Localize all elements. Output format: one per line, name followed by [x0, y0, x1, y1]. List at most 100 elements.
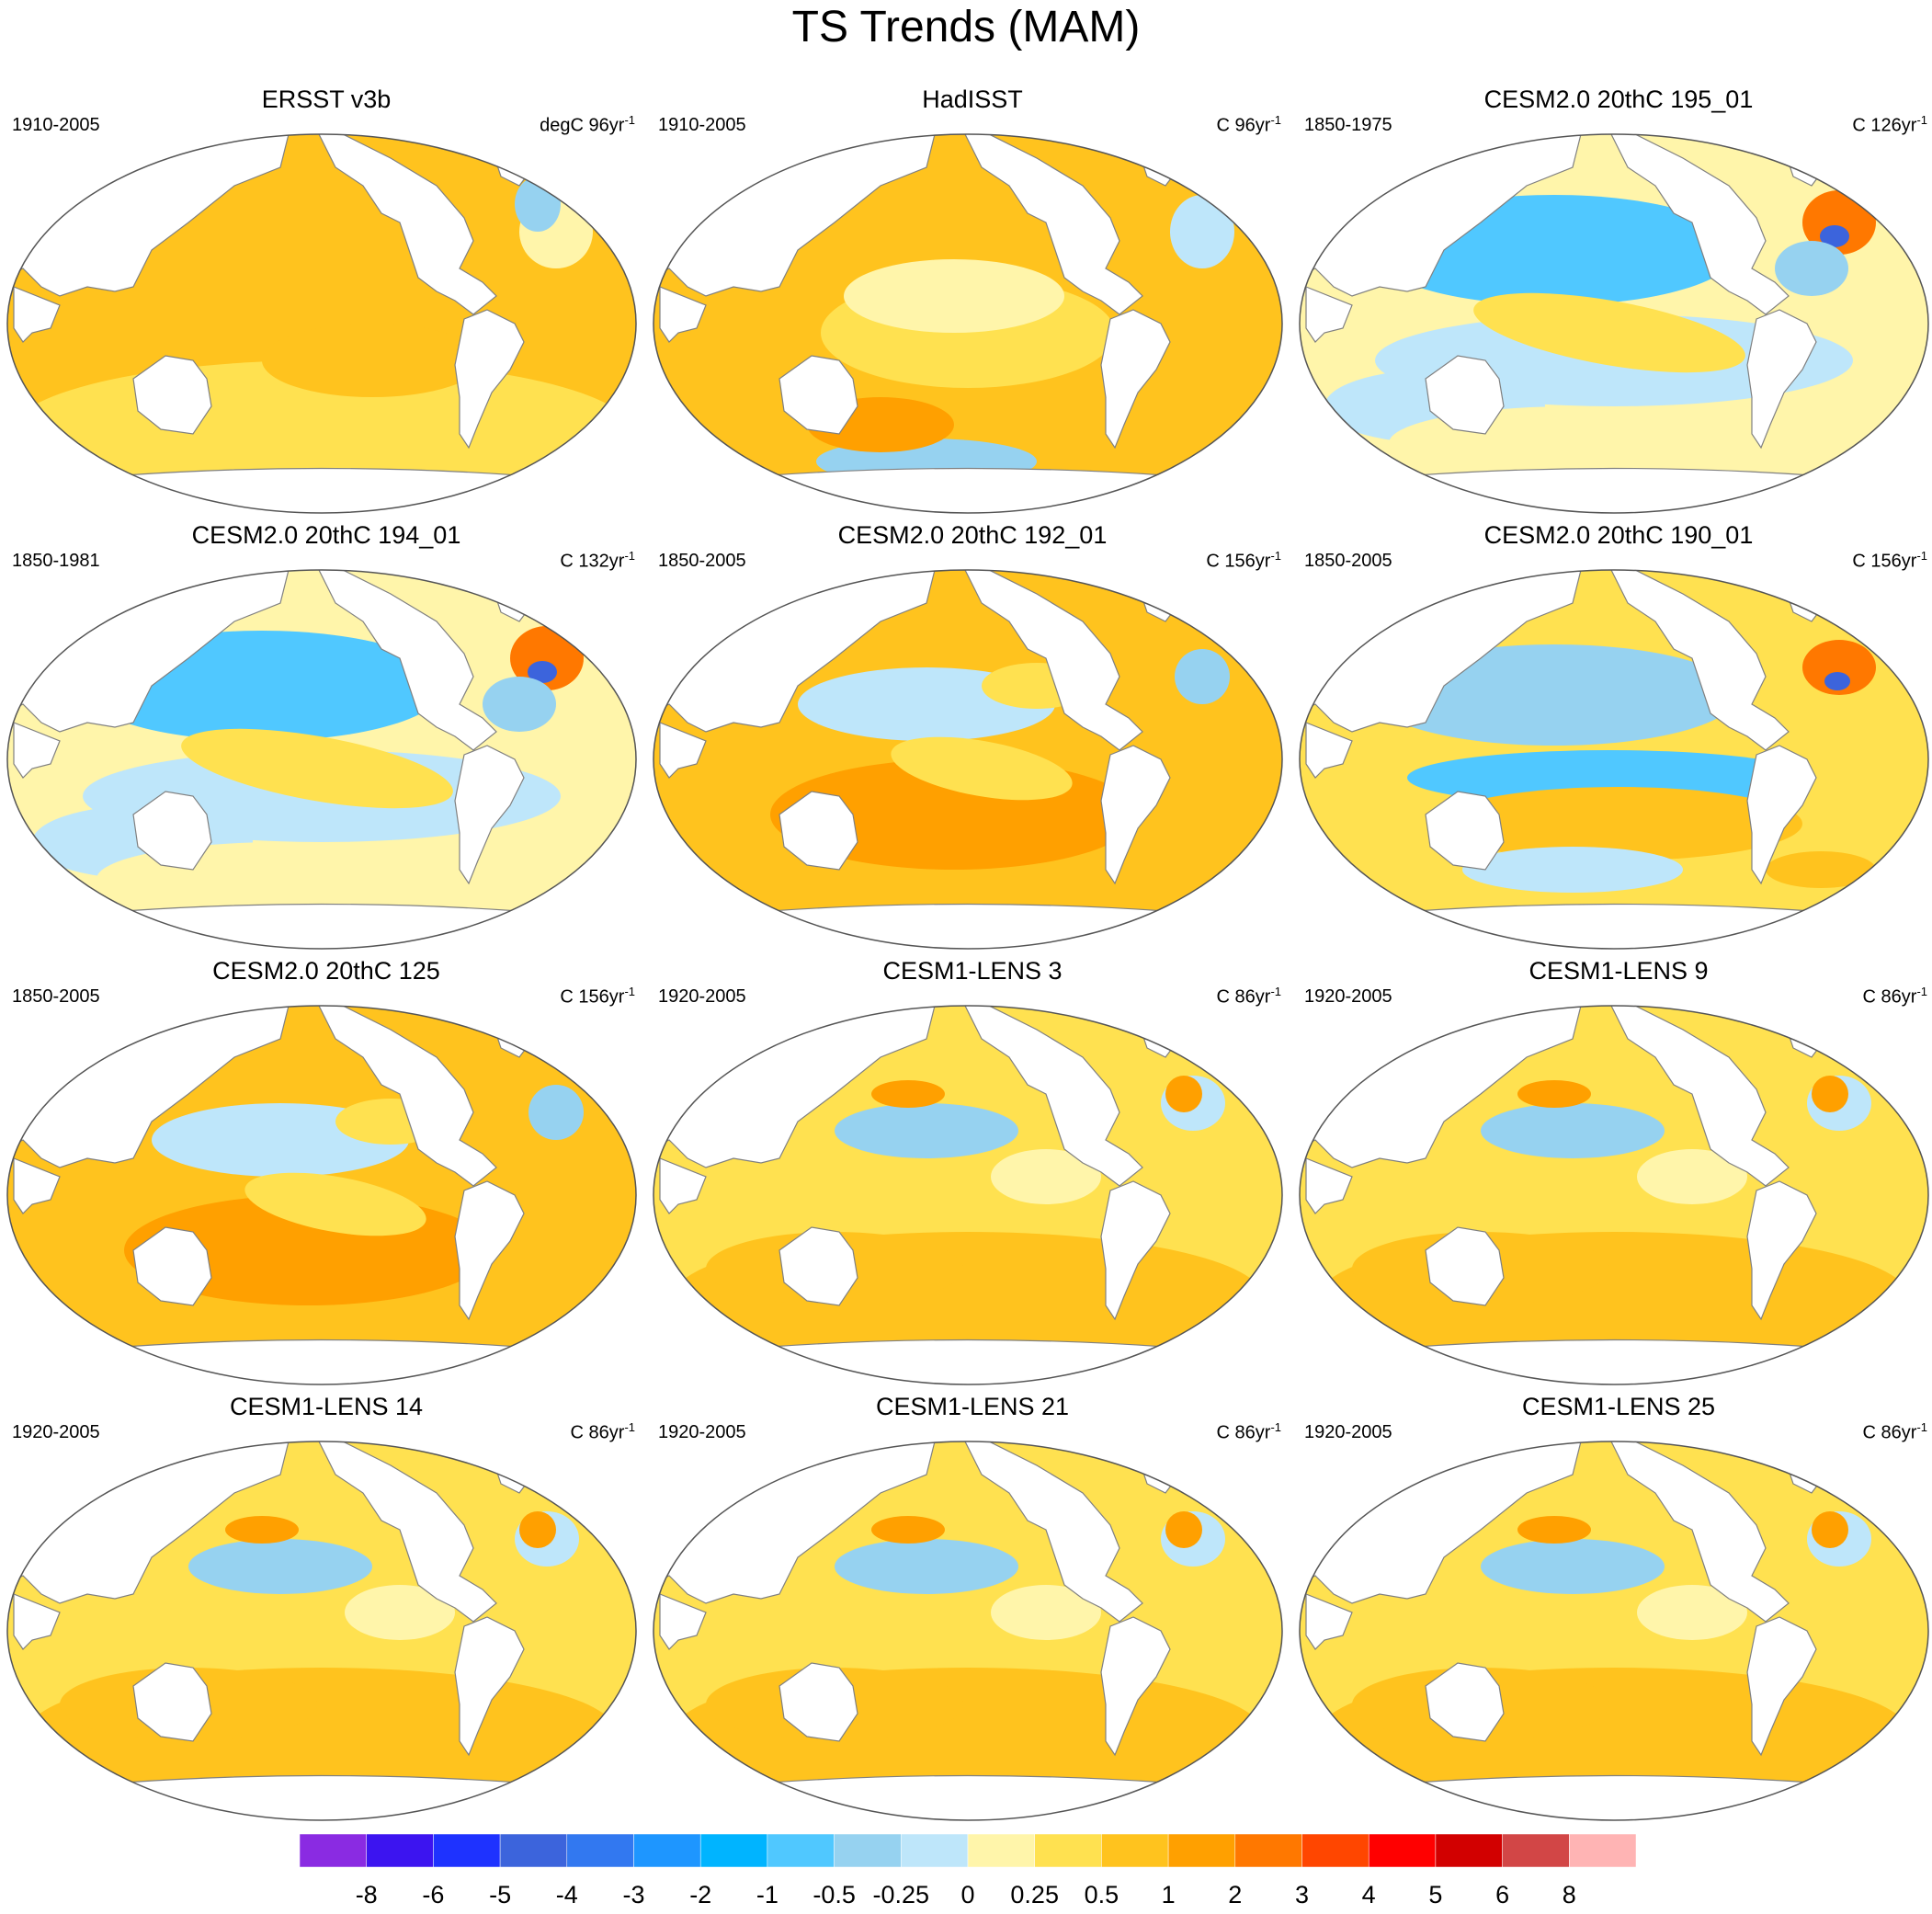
panel-period: 1920-2005 [658, 986, 746, 1007]
map-svg [6, 1005, 637, 1385]
panel-title: CESM1-LENS 25 [1521, 1393, 1716, 1420]
colorbar-label: -3 [622, 1881, 644, 1908]
map-field [1300, 134, 1928, 513]
map-panel: CESM2.0 20thC 190_01 1850-2005 C 156yr-1 [1297, 520, 1932, 952]
colorbar-swatch [1301, 1833, 1369, 1868]
panel-period: 1920-2005 [1304, 1422, 1392, 1442]
panel-units: C 156yr-1 [560, 985, 635, 1008]
map-panel: CESM1-LENS 3 1920-2005 C 86yr-1 [651, 956, 1294, 1388]
map-svg [6, 133, 637, 514]
panel-period: 1910-2005 [12, 115, 100, 135]
panel-period: 1850-1975 [1304, 115, 1392, 135]
panel-units: C 96yr-1 [1216, 113, 1281, 136]
panel-units: degC 96yr-1 [540, 113, 635, 136]
map-field [653, 570, 1282, 949]
colorbar-swatch [366, 1833, 434, 1868]
colorbar-label: -0.5 [813, 1881, 856, 1908]
map-field [653, 1006, 1282, 1384]
colorbar-swatch [767, 1833, 835, 1868]
colorbar-label: -4 [556, 1881, 578, 1908]
panel-units: C 86yr-1 [570, 1420, 635, 1443]
colorbar-label: 5 [1428, 1881, 1442, 1908]
panel-units: C 86yr-1 [1216, 985, 1281, 1008]
panel-title: HadISST [922, 85, 1023, 113]
main-title: TS Trends (MAM) [791, 3, 1141, 51]
map-panel: CESM2.0 20thC 195_01 1850-1975 C 126yr-1 [1297, 85, 1932, 517]
map-panel: CESM1-LENS 21 1920-2005 C 86yr-1 [651, 1392, 1294, 1824]
map-panel: CESM1-LENS 9 1920-2005 C 86yr-1 [1297, 956, 1932, 1388]
panel-period: 1920-2005 [1304, 986, 1392, 1007]
colorbar-label: 2 [1228, 1881, 1242, 1908]
map-svg [6, 1441, 637, 1821]
colorbar-label: 1 [1162, 1881, 1176, 1908]
panel-title: CESM1-LENS 14 [229, 1393, 424, 1420]
panel-title: CESM2.0 20thC 194_01 [191, 521, 461, 549]
panel-title: CESM2.0 20thC 192_01 [837, 521, 1108, 549]
colorbar-swatch [1502, 1833, 1570, 1868]
panel-title: CESM1-LENS 21 [875, 1393, 1070, 1420]
panel-period: 1850-1981 [12, 551, 100, 571]
panel-title: ERSST v3b [261, 85, 392, 113]
colorbar: -8 -6 -5 -4 -3 -2 -1 -0.5 -0.25 0 0.25 0.5 1 2 3 4 5 6 8 [299, 1833, 1637, 1908]
map-svg [653, 133, 1283, 514]
map-field [7, 134, 636, 513]
map-panel: HadISST 1910-2005 C 96yr-1 [651, 85, 1294, 517]
colorbar-swatch [1435, 1833, 1503, 1868]
colorbar-swatch [1034, 1833, 1102, 1868]
panel-period: 1850-2005 [12, 986, 100, 1007]
panel-period: 1920-2005 [658, 1422, 746, 1442]
colorbar-label: 8 [1563, 1881, 1576, 1908]
map-field [1300, 1006, 1928, 1384]
map-svg [1299, 1005, 1929, 1385]
colorbar-label: 6 [1495, 1881, 1509, 1908]
map-panel: CESM2.0 20thC 125 1850-2005 C 156yr-1 [5, 956, 648, 1388]
colorbar-label: 0.5 [1085, 1881, 1119, 1908]
colorbar-swatch [566, 1833, 634, 1868]
panel-period: 1850-2005 [1304, 551, 1392, 571]
map-field [653, 1441, 1282, 1820]
colorbar-swatch [1234, 1833, 1302, 1868]
colorbar-swatch [901, 1833, 969, 1868]
colorbar-swatch [1167, 1833, 1236, 1868]
panel-title: CESM1-LENS 3 [882, 957, 1063, 985]
colorbar-label: -0.25 [873, 1881, 930, 1908]
colorbar-swatch [433, 1833, 501, 1868]
colorbar-swatch [1101, 1833, 1169, 1868]
panel-units: C 126yr-1 [1852, 113, 1927, 136]
map-svg [653, 569, 1283, 950]
map-panel: CESM1-LENS 14 1920-2005 C 86yr-1 [5, 1392, 648, 1824]
colorbar-swatch [699, 1833, 768, 1868]
map-field [653, 134, 1282, 513]
panel-units: C 156yr-1 [1206, 549, 1281, 572]
map-field [1300, 570, 1928, 949]
map-field [7, 1441, 636, 1820]
map-svg [1299, 1441, 1929, 1821]
panel-period: 1920-2005 [12, 1422, 100, 1442]
panel-units: C 86yr-1 [1216, 1420, 1281, 1443]
map-field [7, 1006, 636, 1384]
map-svg [6, 569, 637, 950]
colorbar-swatch [299, 1833, 367, 1868]
colorbar-label: 0.25 [1010, 1881, 1059, 1908]
panel-title: CESM1-LENS 9 [1529, 957, 1709, 985]
colorbar-label: -5 [489, 1881, 511, 1908]
colorbar-label: -8 [356, 1881, 378, 1908]
map-svg [1299, 133, 1929, 514]
colorbar-swatch [1569, 1833, 1637, 1868]
map-svg [653, 1441, 1283, 1821]
map-panel: CESM2.0 20thC 192_01 1850-2005 C 156yr-1 [651, 520, 1294, 952]
colorbar-label: 4 [1362, 1881, 1376, 1908]
map-svg [1299, 569, 1929, 950]
colorbar-label: -1 [756, 1881, 778, 1908]
panel-units: C 86yr-1 [1862, 985, 1927, 1008]
colorbar-label: 0 [960, 1881, 974, 1908]
panel-units: C 156yr-1 [1852, 549, 1927, 572]
panel-period: 1910-2005 [658, 115, 746, 135]
panel-period: 1850-2005 [658, 551, 746, 571]
map-field [1300, 1441, 1928, 1820]
colorbar-label: 3 [1295, 1881, 1309, 1908]
colorbar-label: -6 [422, 1881, 444, 1908]
panel-title: CESM2.0 20thC 195_01 [1483, 85, 1754, 113]
colorbar-swatch [499, 1833, 568, 1868]
panel-units: C 86yr-1 [1862, 1420, 1927, 1443]
